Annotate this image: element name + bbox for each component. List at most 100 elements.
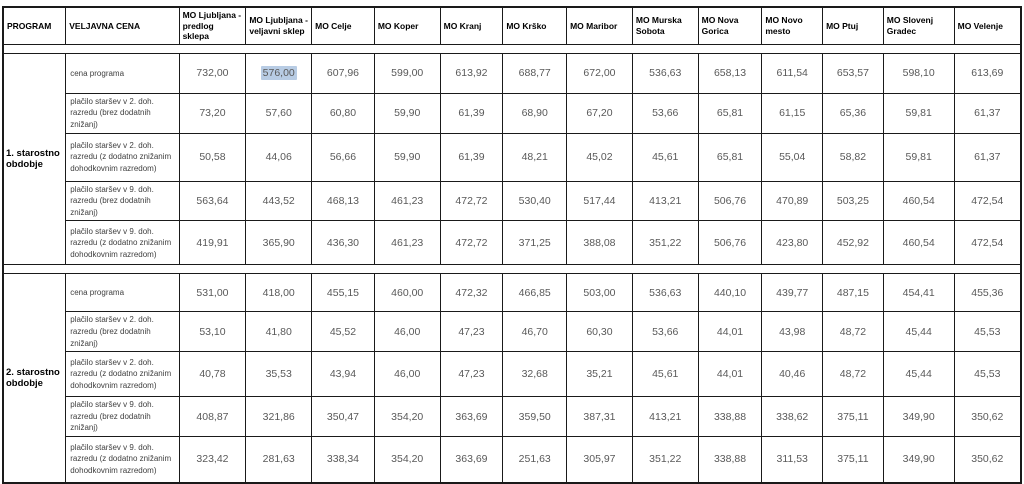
value-text: 45,02: [586, 151, 613, 164]
value-text: 599,00: [391, 67, 424, 80]
value-text: 349,90: [902, 410, 935, 423]
value-cell: 45,02: [566, 132, 633, 182]
value-text: 53,10: [199, 325, 226, 338]
value-cell: 576,00: [245, 52, 313, 94]
value-cell: 359,50: [502, 396, 568, 437]
value-cell: 41,80: [245, 311, 313, 353]
value-text: 46,00: [394, 368, 421, 381]
value-text: 338,34: [326, 453, 360, 466]
value-text: 530,40: [518, 195, 551, 208]
value-text: 413,21: [649, 195, 682, 208]
table-row: plačilo staršev v 2. doh. razredu (brez …: [3, 311, 1022, 353]
value-cell: 65,81: [697, 92, 763, 134]
value-cell: 305,97: [566, 436, 633, 483]
value-cell: 44,06: [245, 132, 313, 182]
value-text: 658,13: [713, 67, 747, 80]
value-cell: 45,53: [953, 311, 1022, 353]
column-header: MO Koper: [373, 6, 441, 45]
program-group-label: 2. starostno obdobje: [2, 273, 67, 483]
value-text: 61,39: [458, 151, 485, 164]
value-text: 506,76: [713, 236, 747, 249]
value-cell: 350,62: [953, 436, 1022, 483]
value-cell: 613,92: [439, 52, 504, 94]
value-text: 41,80: [265, 325, 292, 338]
value-text: 61,15: [779, 107, 806, 120]
value-text: 598,10: [902, 67, 935, 80]
value-text: 460,54: [902, 195, 935, 208]
value-cell: 530,40: [502, 180, 568, 222]
value-cell: 323,42: [178, 436, 247, 483]
value-cell: 338,34: [311, 436, 375, 483]
value-cell: 281,63: [245, 436, 313, 483]
value-cell: 460,00: [373, 273, 441, 313]
value-text: 351,22: [649, 453, 682, 466]
spacer-cell: [2, 264, 1022, 275]
value-text: 387,31: [583, 410, 616, 423]
value-cell: 443,52: [245, 180, 313, 222]
value-cell: 613,69: [953, 52, 1022, 94]
value-text: 359,50: [518, 410, 551, 423]
program-group-label: 1. starostno obdobje: [2, 52, 67, 266]
table-row: 2. starostno obdobje cena programa 531,00 4…: [2, 273, 1022, 483]
value-text: 472,72: [455, 236, 488, 249]
value-text: 472,32: [455, 286, 488, 299]
value-text: 423,80: [776, 236, 809, 249]
value-cell: 58,82: [822, 132, 884, 182]
value-text: 305,97: [583, 453, 616, 466]
value-text: 67,20: [586, 107, 613, 120]
value-cell: 455,15: [311, 273, 375, 313]
value-text: 455,36: [971, 286, 1004, 299]
value-text: 472,54: [971, 195, 1004, 208]
value-text: 45,53: [974, 368, 1001, 381]
value-text: 653,57: [836, 67, 869, 80]
value-cell: 46,00: [373, 311, 441, 353]
value-cell: 413,21: [631, 180, 699, 222]
value-cell: 45,44: [882, 311, 955, 353]
value-cell: 65,36: [822, 92, 884, 134]
table-row: plačilo staršev v 2. doh. razredu (z dod…: [3, 132, 1022, 182]
value-cell: 45,44: [882, 351, 955, 398]
value-cell: 460,54: [882, 180, 955, 222]
value-text: 44,01: [716, 325, 744, 338]
value-cell: 472,54: [953, 180, 1022, 222]
value-cell: 365,90: [245, 220, 313, 266]
value-cell: 349,90: [882, 396, 955, 437]
value-text: 350,62: [971, 410, 1004, 423]
spacer-cell: [2, 43, 1022, 54]
value-text: 375,11: [837, 410, 869, 423]
value-cell: 351,22: [631, 436, 699, 483]
value-cell: 59,90: [373, 132, 441, 182]
row-label: cena programa: [65, 273, 180, 313]
value-text: 44,01: [716, 368, 744, 381]
value-text: 53,66: [652, 325, 679, 338]
value-cell: 375,11: [822, 396, 884, 437]
value-text: 440,10: [713, 286, 747, 299]
value-cell: 351,22: [631, 220, 699, 266]
value-text: 48,72: [839, 325, 867, 338]
value-cell: 40,46: [761, 351, 824, 398]
value-text: 311,53: [776, 453, 808, 466]
value-text: 354,20: [391, 410, 424, 423]
value-text: 418,00: [262, 286, 295, 299]
value-text: 59,81: [905, 107, 932, 120]
value-cell: 363,69: [439, 396, 504, 437]
value-cell: 59,81: [882, 132, 955, 182]
value-cell: 338,62: [761, 396, 824, 437]
value-text: 43,94: [329, 368, 357, 381]
value-cell: 47,23: [439, 311, 504, 353]
value-text: 506,76: [713, 195, 747, 208]
price-table: PROGRAM VELJAVNA CENA MO Ljubljana - predl…: [2, 6, 1022, 484]
value-text: 58,82: [839, 151, 867, 164]
column-header: MO Kranj: [439, 6, 504, 45]
value-cell: 461,23: [373, 180, 441, 222]
value-cell: 371,25: [502, 220, 568, 266]
value-cell: 375,11: [822, 436, 884, 483]
value-text: 607,96: [326, 67, 360, 80]
value-text: 363,69: [455, 410, 488, 423]
table-row: plačilo staršev v 2. doh. razredu (brez …: [3, 92, 1022, 134]
value-text: 53,66: [652, 107, 679, 120]
value-text: 365,90: [262, 236, 295, 249]
value-cell: 452,92: [822, 220, 884, 266]
value-text: 45,61: [652, 151, 679, 164]
value-text: 338,62: [776, 410, 809, 423]
